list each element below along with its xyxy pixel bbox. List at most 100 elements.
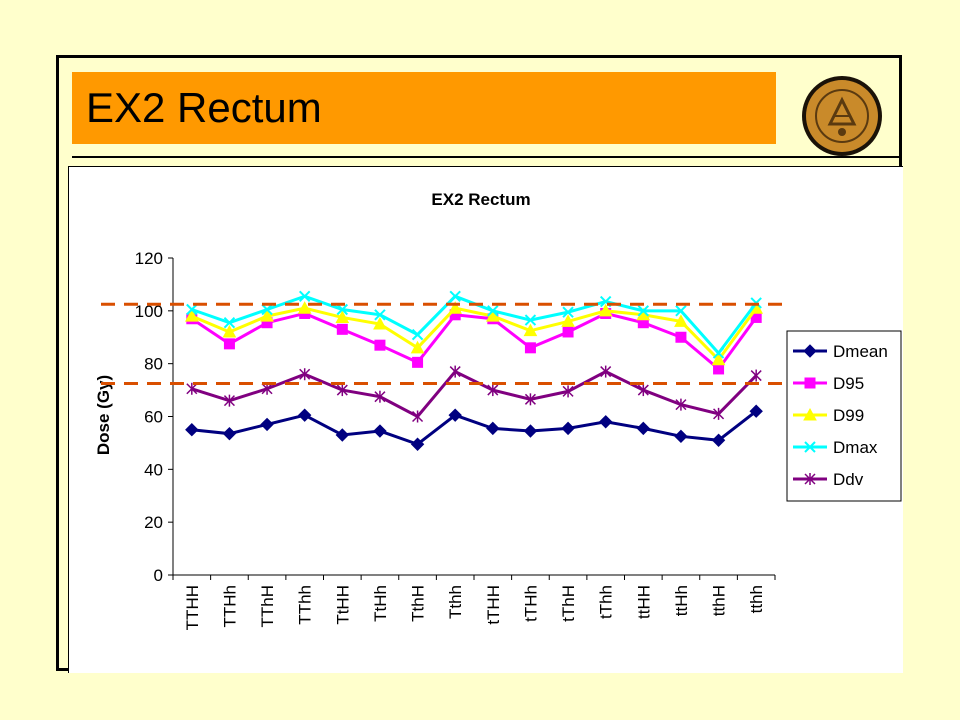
legend-label: D99 — [833, 406, 864, 425]
data-point-d99 — [373, 316, 387, 330]
x-tick-label: tthH — [710, 585, 729, 616]
university-seal-icon — [802, 76, 882, 156]
chart-title: EX2 Rectum — [431, 190, 530, 209]
data-point-dmean — [636, 421, 651, 436]
legend-marker — [804, 473, 816, 485]
data-point-dmean — [598, 415, 613, 429]
x-tick-label: tThH — [559, 585, 578, 622]
data-point-dmean — [185, 423, 199, 437]
data-point-d95 — [524, 342, 536, 354]
data-point-dmax — [374, 309, 386, 321]
series-line-dmean — [191, 410, 758, 446]
data-point-d99 — [297, 301, 312, 314]
legend-marker — [803, 407, 817, 421]
y-tick-label: 40 — [144, 460, 163, 479]
data-point-dmax — [524, 314, 537, 326]
y-axis-label: Dose (Gy) — [94, 375, 113, 455]
x-tick-label: TtHH — [333, 585, 352, 625]
data-point-d99 — [598, 303, 613, 317]
data-point-d99 — [184, 309, 199, 322]
data-point-ddv — [524, 393, 536, 406]
data-point-dmax — [411, 328, 424, 341]
data-point-dmean — [448, 408, 462, 422]
legend-label: Dmean — [833, 342, 888, 361]
data-point-dmean — [486, 421, 500, 436]
data-point-d95 — [412, 356, 424, 368]
x-tick-label: ttHH — [634, 585, 653, 619]
data-point-dmax — [637, 305, 650, 317]
data-point-dmean — [410, 437, 425, 451]
data-point-dmean — [561, 421, 575, 436]
data-point-d95 — [374, 339, 386, 351]
x-tick-label: tThh — [597, 585, 616, 619]
x-tick-label: TThh — [296, 585, 315, 625]
y-tick-label: 60 — [144, 408, 163, 427]
data-point-ddv — [637, 384, 649, 397]
data-point-dmax — [712, 347, 725, 359]
slide-title: EX2 Rectum — [86, 84, 322, 131]
x-tick-label: tthh — [747, 585, 766, 613]
series-line-ddv — [191, 369, 758, 419]
data-point-ddv — [186, 382, 198, 395]
data-point-dmean — [335, 428, 350, 442]
data-point-dmax — [186, 303, 198, 316]
x-tick-label: TtHh — [371, 585, 390, 622]
data-point-ddv — [223, 394, 235, 407]
data-point-dmean — [222, 426, 237, 441]
data-point-dmax — [336, 303, 349, 316]
data-point-d99 — [410, 340, 425, 354]
legend-marker — [803, 344, 817, 358]
data-point-dmax — [562, 306, 574, 318]
x-tick-label: TTHH — [183, 585, 202, 630]
data-point-ddv — [675, 398, 687, 411]
data-point-ddv — [562, 385, 574, 398]
data-point-dmax — [449, 290, 461, 303]
x-tick-label: tTHh — [521, 585, 540, 622]
data-point-dmean — [373, 424, 387, 438]
data-point-ddv — [299, 368, 311, 381]
y-tick-label: 20 — [144, 513, 163, 532]
data-point-d99 — [674, 314, 688, 327]
title-bar: EX2 Rectum — [72, 72, 776, 144]
legend-marker — [804, 441, 816, 453]
data-point-d99 — [711, 352, 726, 366]
data-point-ddv — [449, 365, 461, 378]
data-point-d99 — [523, 323, 538, 337]
x-tick-label: TThH — [258, 585, 277, 628]
data-point-ddv — [713, 407, 725, 420]
data-point-ddv — [750, 369, 762, 382]
data-point-ddv — [600, 365, 612, 378]
data-point-ddv — [412, 410, 424, 423]
y-tick-label: 100 — [135, 302, 163, 321]
y-tick-label: 80 — [144, 355, 163, 374]
series-line-d95 — [190, 311, 758, 372]
chart-area: EX2 Rectum Dose (Gy) 0 20 40 60 80 100 120 TTHH… — [68, 166, 903, 673]
data-point-dmean — [297, 408, 312, 422]
legend: Dmean D95 D99 Dmax Ddv — [786, 330, 902, 502]
data-point-d95 — [223, 338, 235, 350]
data-point-d99 — [260, 309, 274, 322]
y-tick-label: 120 — [135, 249, 163, 268]
data-point-d95 — [336, 323, 348, 335]
data-point-dmean — [711, 433, 726, 447]
x-tick-label: TTHh — [220, 585, 239, 628]
x-tick-label: Tthh — [446, 585, 465, 619]
legend-label: D95 — [833, 374, 864, 393]
data-point-dmean — [260, 417, 274, 432]
data-point-d99 — [448, 301, 463, 314]
data-point-d99 — [335, 310, 350, 323]
data-point-dmax — [261, 303, 273, 316]
y-tick-label: 0 — [154, 566, 163, 585]
data-point-d99 — [561, 314, 575, 327]
data-point-dmean — [674, 429, 688, 444]
data-point-dmax — [298, 290, 311, 303]
legend-marker — [804, 377, 816, 389]
series-line-d99 — [191, 306, 758, 363]
data-point-d95 — [675, 331, 687, 343]
title-divider — [72, 156, 900, 158]
plot-area: 0 20 40 60 80 100 120 TTHH TTHh TThH TThh TtHH TtHh T… — [101, 249, 787, 630]
data-point-dmean — [749, 404, 763, 418]
x-tick-label: tTHH — [484, 585, 503, 625]
data-point-dmax — [223, 317, 236, 329]
x-tick-label: ttHh — [672, 585, 691, 616]
